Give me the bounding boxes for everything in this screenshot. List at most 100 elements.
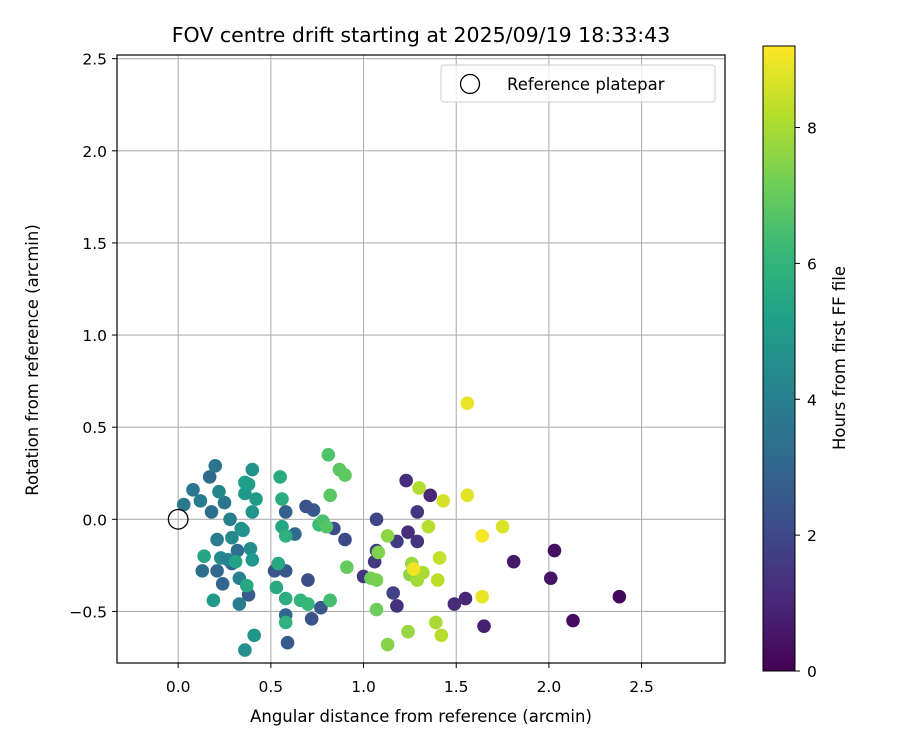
data-point-10	[410, 505, 425, 519]
data-point-30	[280, 635, 295, 650]
y-tick-label-3: 1.0	[82, 327, 107, 345]
data-point-5	[477, 619, 491, 633]
y-tick-label-1: 0.0	[82, 511, 107, 529]
data-point-68	[228, 554, 243, 569]
data-point-92	[371, 545, 386, 560]
data-point-85	[338, 468, 352, 482]
colorbar-tick-label-3: 6	[807, 255, 817, 273]
data-point-55	[245, 462, 260, 477]
colorbar-tick-label-0: 0	[807, 663, 817, 681]
y-tick-label-2: 0.5	[82, 419, 107, 437]
data-point-36	[215, 576, 230, 591]
data-point-110	[475, 529, 489, 543]
data-point-16	[369, 512, 384, 527]
data-point-79	[301, 597, 315, 611]
data-point-24	[278, 505, 293, 519]
data-point-27	[301, 573, 315, 587]
reference-platepar-marker	[167, 508, 189, 530]
scatter-points	[167, 396, 627, 657]
data-point-69	[239, 578, 254, 593]
data-point-102	[429, 615, 443, 630]
axes-frame	[116, 54, 726, 664]
data-point-4	[506, 554, 521, 569]
data-point-59	[247, 628, 261, 643]
data-point-39	[202, 470, 217, 484]
data-point-53	[232, 597, 247, 611]
data-point-0	[612, 589, 627, 604]
data-point-12	[401, 525, 415, 539]
data-point-45	[217, 495, 232, 510]
data-point-35	[230, 543, 245, 558]
data-point-67	[197, 549, 211, 563]
colorbar-tick-label-1: 2	[807, 527, 817, 545]
legend-marker-circle	[459, 73, 481, 95]
y-tick-label-4: 1.5	[82, 235, 107, 253]
data-point-46	[212, 484, 226, 499]
data-point-20	[338, 532, 352, 547]
data-point-43	[193, 494, 208, 508]
data-point-9	[399, 473, 413, 488]
legend-label: Reference platepar	[507, 75, 665, 94]
data-point-56	[245, 505, 260, 519]
data-point-91	[369, 602, 384, 617]
grid-lines	[117, 55, 725, 663]
data-point-11	[410, 534, 425, 549]
data-point-109	[475, 589, 489, 604]
data-point-57	[243, 541, 258, 556]
data-point-71	[275, 492, 289, 506]
plot-border	[116, 54, 726, 664]
legend: Reference platepar	[440, 64, 716, 103]
x-tick-label-3: 1.5	[444, 678, 469, 696]
data-point-38	[195, 564, 210, 578]
data-point-15	[390, 599, 404, 613]
data-point-105	[434, 628, 449, 643]
data-point-103	[430, 573, 445, 587]
data-point-100	[412, 481, 426, 495]
data-point-1	[566, 613, 580, 628]
data-point-42	[176, 497, 191, 512]
data-point-40	[208, 459, 223, 473]
y-tick-label-6: 2.5	[82, 51, 107, 69]
data-point-65	[236, 523, 250, 538]
data-point-8	[423, 488, 438, 503]
data-point-83	[321, 448, 336, 462]
data-point-7	[447, 597, 462, 611]
x-tick-label-5: 2.5	[629, 678, 654, 696]
data-point-76	[278, 591, 293, 606]
data-point-37	[210, 564, 224, 578]
colorbar-frame	[762, 45, 796, 672]
data-point-88	[340, 560, 354, 574]
y-axis-ticks: −0.5 0.0 0.5 1.0 1.5 2.0 2.5	[69, 51, 117, 621]
data-point-70	[273, 470, 287, 484]
data-point-87	[323, 593, 337, 608]
data-point-66	[206, 593, 221, 608]
data-point-2	[547, 543, 562, 558]
colorbar-ticks: 0 2 4 6 8	[795, 120, 817, 681]
x-axis-label: Angular distance from reference (arcmin)	[250, 707, 592, 726]
data-point-94	[380, 529, 395, 543]
data-point-90	[369, 573, 384, 587]
data-point-14	[386, 586, 400, 600]
data-point-104	[432, 551, 447, 565]
data-point-106	[436, 494, 451, 508]
x-tick-label-4: 2.0	[537, 678, 562, 696]
x-tick-label-2: 1.0	[351, 678, 376, 696]
colorbar: 0 2 4 6 8 Hours from first FF file	[762, 45, 849, 681]
data-point-6	[458, 591, 473, 606]
data-point-23	[299, 499, 313, 514]
data-point-44	[204, 505, 219, 519]
data-point-77	[278, 615, 293, 630]
data-point-28	[304, 611, 319, 626]
data-point-74	[271, 556, 286, 571]
data-point-3	[543, 571, 558, 586]
data-point-61	[249, 492, 263, 506]
colorbar-gradient	[763, 46, 795, 671]
colorbar-tick-label-2: 4	[807, 391, 817, 409]
data-point-93	[380, 637, 395, 652]
data-point-101	[421, 519, 436, 534]
data-point-41	[186, 483, 200, 497]
y-tick-label-5: 2.0	[82, 143, 107, 161]
data-point-54	[238, 643, 252, 657]
